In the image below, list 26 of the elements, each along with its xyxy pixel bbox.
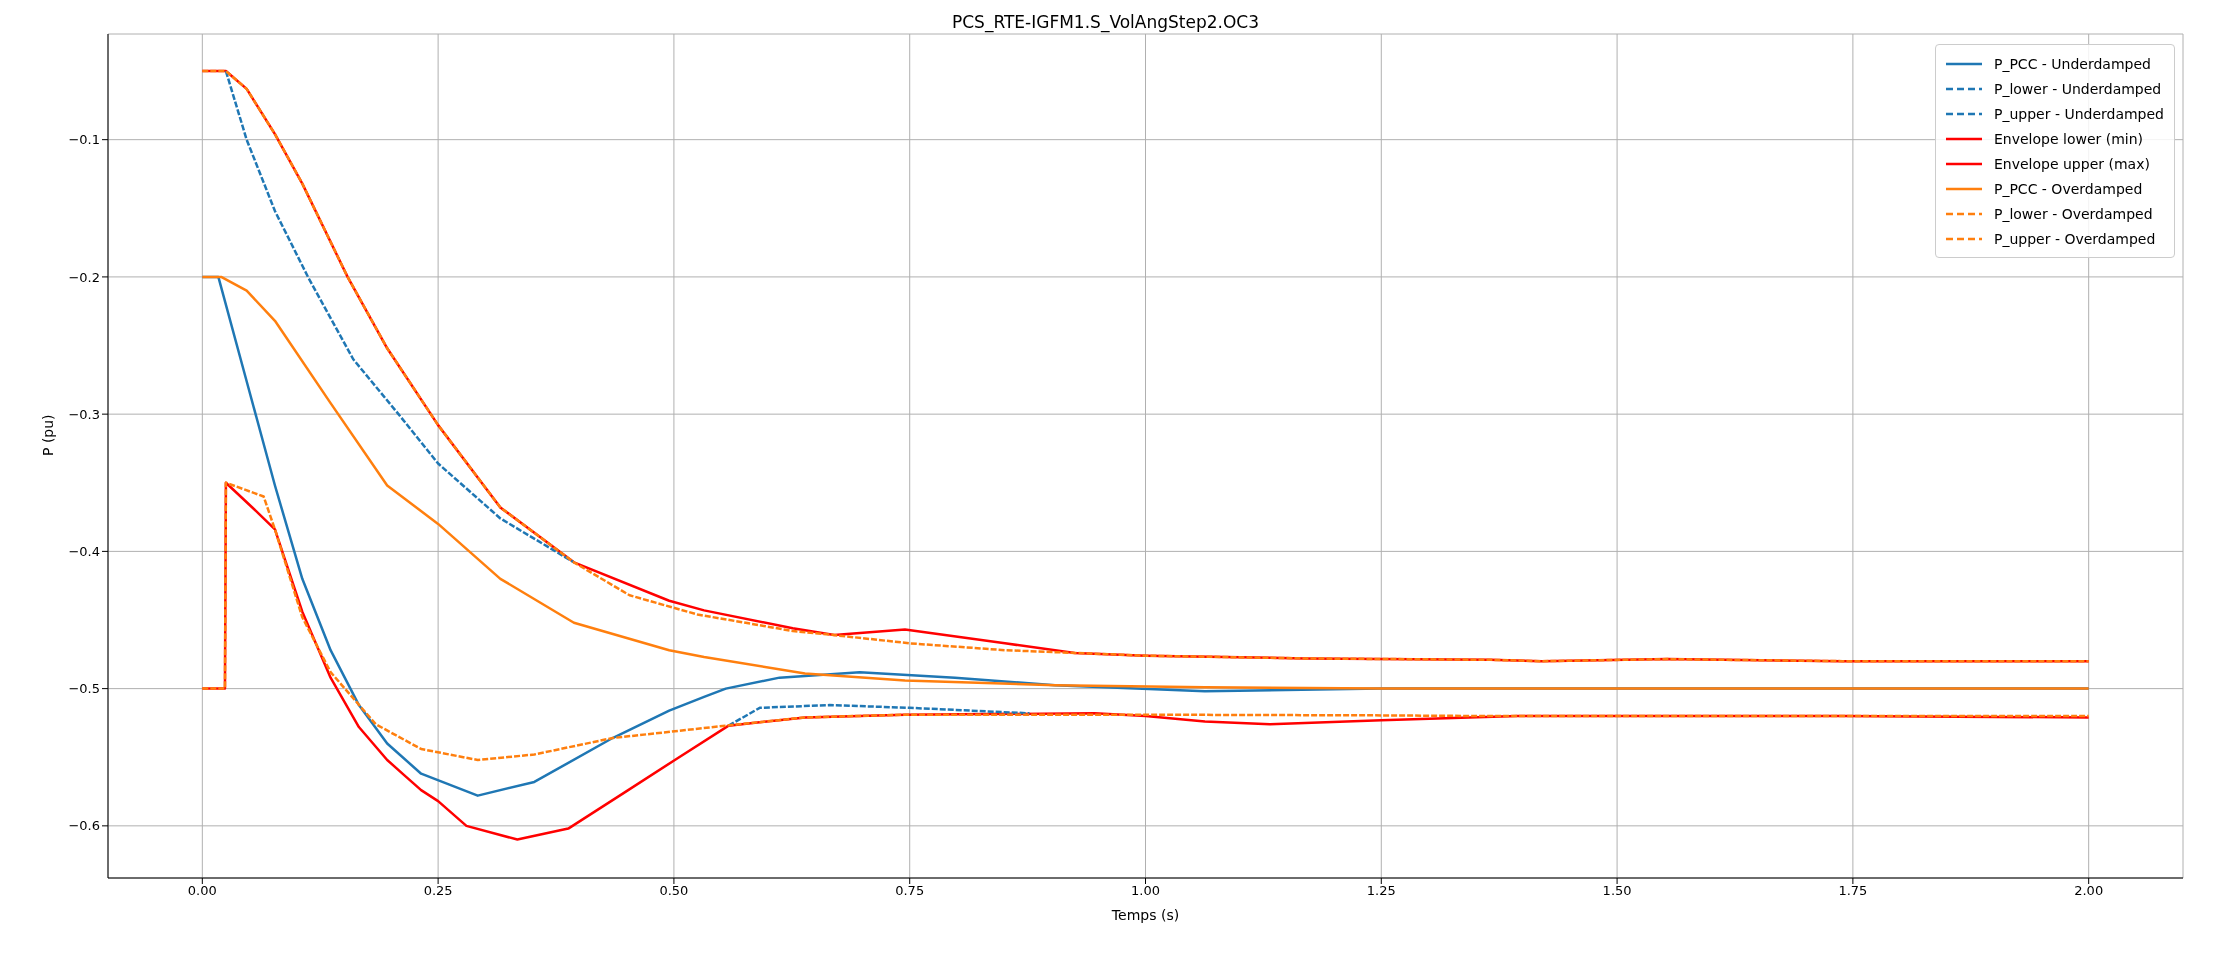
x-tick-label: 1.75 (1838, 883, 1868, 899)
legend-label: P_lower - Underdamped (1993, 80, 2162, 97)
y-axis-title: P (pu) (39, 414, 56, 456)
legend-label: P_PCC - Overdamped (1993, 180, 2143, 197)
x-tick-label: 1.50 (1602, 883, 1632, 899)
x-tick-label: 1.25 (1366, 883, 1396, 899)
x-axis-title: Temps (s) (1110, 907, 1180, 923)
x-tick-label: 0.50 (659, 883, 689, 899)
legend-label: P_PCC - Underdamped (1993, 55, 2151, 72)
y-tick-label: −0.4 (68, 543, 100, 559)
chart-title: PCS_RTE-IGFM1.S_VolAngStep2.OC3 (951, 12, 1260, 32)
x-tick-label: 1.00 (1131, 883, 1160, 899)
x-tick-label: 2.00 (2074, 883, 2104, 899)
x-tick-label: 0.75 (895, 883, 925, 899)
y-tick-label: −0.2 (68, 269, 100, 285)
y-tick-label: −0.1 (68, 132, 100, 148)
legend-label: Envelope lower (min) (1993, 130, 2144, 147)
x-tick-label: 0.25 (423, 883, 453, 899)
x-tick-label: 0.00 (187, 883, 217, 899)
y-tick-label: −0.6 (68, 818, 100, 834)
legend-label: P_upper - Overdamped (1993, 230, 2156, 247)
legend-label: P_lower - Overdamped (1993, 205, 2153, 222)
legend-label: P_upper - Underdamped (1993, 105, 2164, 122)
legend-label: Envelope upper (max) (1993, 155, 2150, 172)
y-tick-label: −0.3 (68, 406, 100, 422)
y-tick-label: −0.5 (68, 681, 100, 697)
